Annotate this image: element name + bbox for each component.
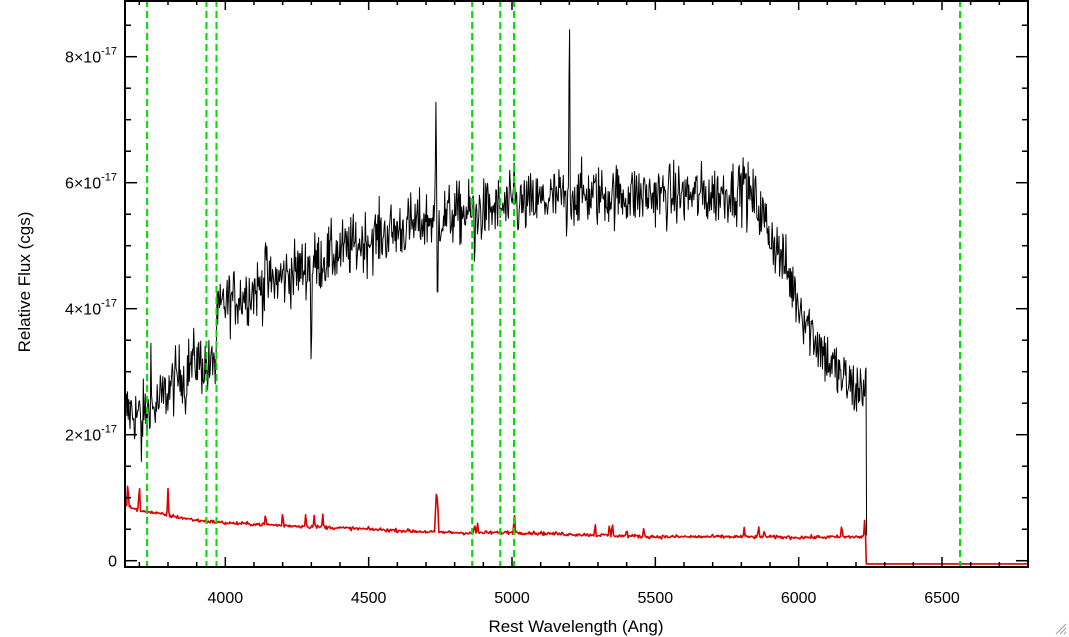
x-tick-label: 5000: [494, 590, 530, 607]
spectrum-line: [125, 29, 868, 536]
resize-grip-icon[interactable]: [1053, 621, 1067, 635]
x-tick-label: 5500: [638, 590, 674, 607]
x-axis: 4000 4500 5000 5500 6000 6500: [138, 0, 1029, 607]
x-tick-label: 4500: [351, 590, 387, 607]
x-tick-label: 4000: [208, 590, 244, 607]
plot-border: [124, 0, 1029, 568]
x-tick-label: 6500: [924, 590, 960, 607]
x-tick-label: 6000: [781, 590, 817, 607]
y-axis-title: Relative Flux (cgs): [15, 212, 34, 353]
plot-area: [125, 0, 1028, 567]
y-axis: 0 2×10-17 4×10-17 6×10-17 8×10-17: [65, 24, 1028, 571]
model-line: [125, 485, 1028, 565]
y-tick-label: 6×10-17: [65, 172, 117, 193]
y-tick-label: 2×10-17: [65, 424, 117, 445]
y-tick-label: 8×10-17: [65, 46, 117, 67]
x-axis-title: Rest Wavelength (Ang): [488, 617, 663, 636]
axes-frame: [124, 0, 1029, 568]
y-tick-label: 0: [108, 554, 117, 571]
y-tick-label: 4×10-17: [65, 298, 117, 319]
